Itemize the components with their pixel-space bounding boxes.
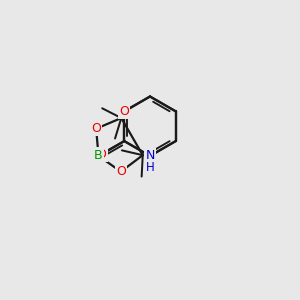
Text: O: O xyxy=(91,122,101,135)
Text: O: O xyxy=(116,165,126,178)
Text: O: O xyxy=(97,148,106,161)
Text: H: H xyxy=(146,161,154,174)
Text: B: B xyxy=(94,149,103,162)
Text: O: O xyxy=(119,105,129,118)
Text: N: N xyxy=(145,149,155,162)
